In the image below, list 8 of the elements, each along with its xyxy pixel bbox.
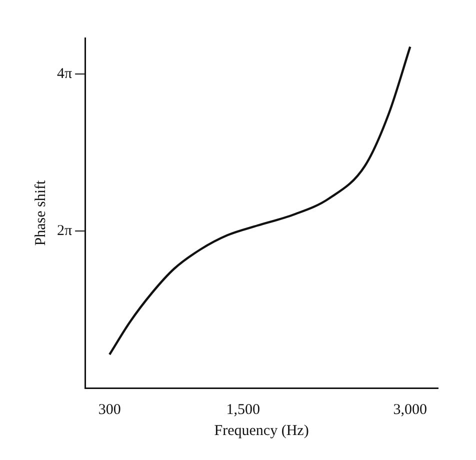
x-tick-label: 300 bbox=[98, 402, 121, 418]
y-axis-title: Phase shift bbox=[32, 179, 49, 246]
x-axis-title: Frequency (Hz) bbox=[214, 422, 309, 439]
x-tick-label: 3,000 bbox=[393, 402, 428, 418]
x-tick-label: 1,500 bbox=[226, 402, 260, 418]
y-tick-label: 4π bbox=[56, 66, 72, 82]
y-tick-label: 2π bbox=[56, 222, 72, 239]
line-series bbox=[108, 46, 412, 356]
